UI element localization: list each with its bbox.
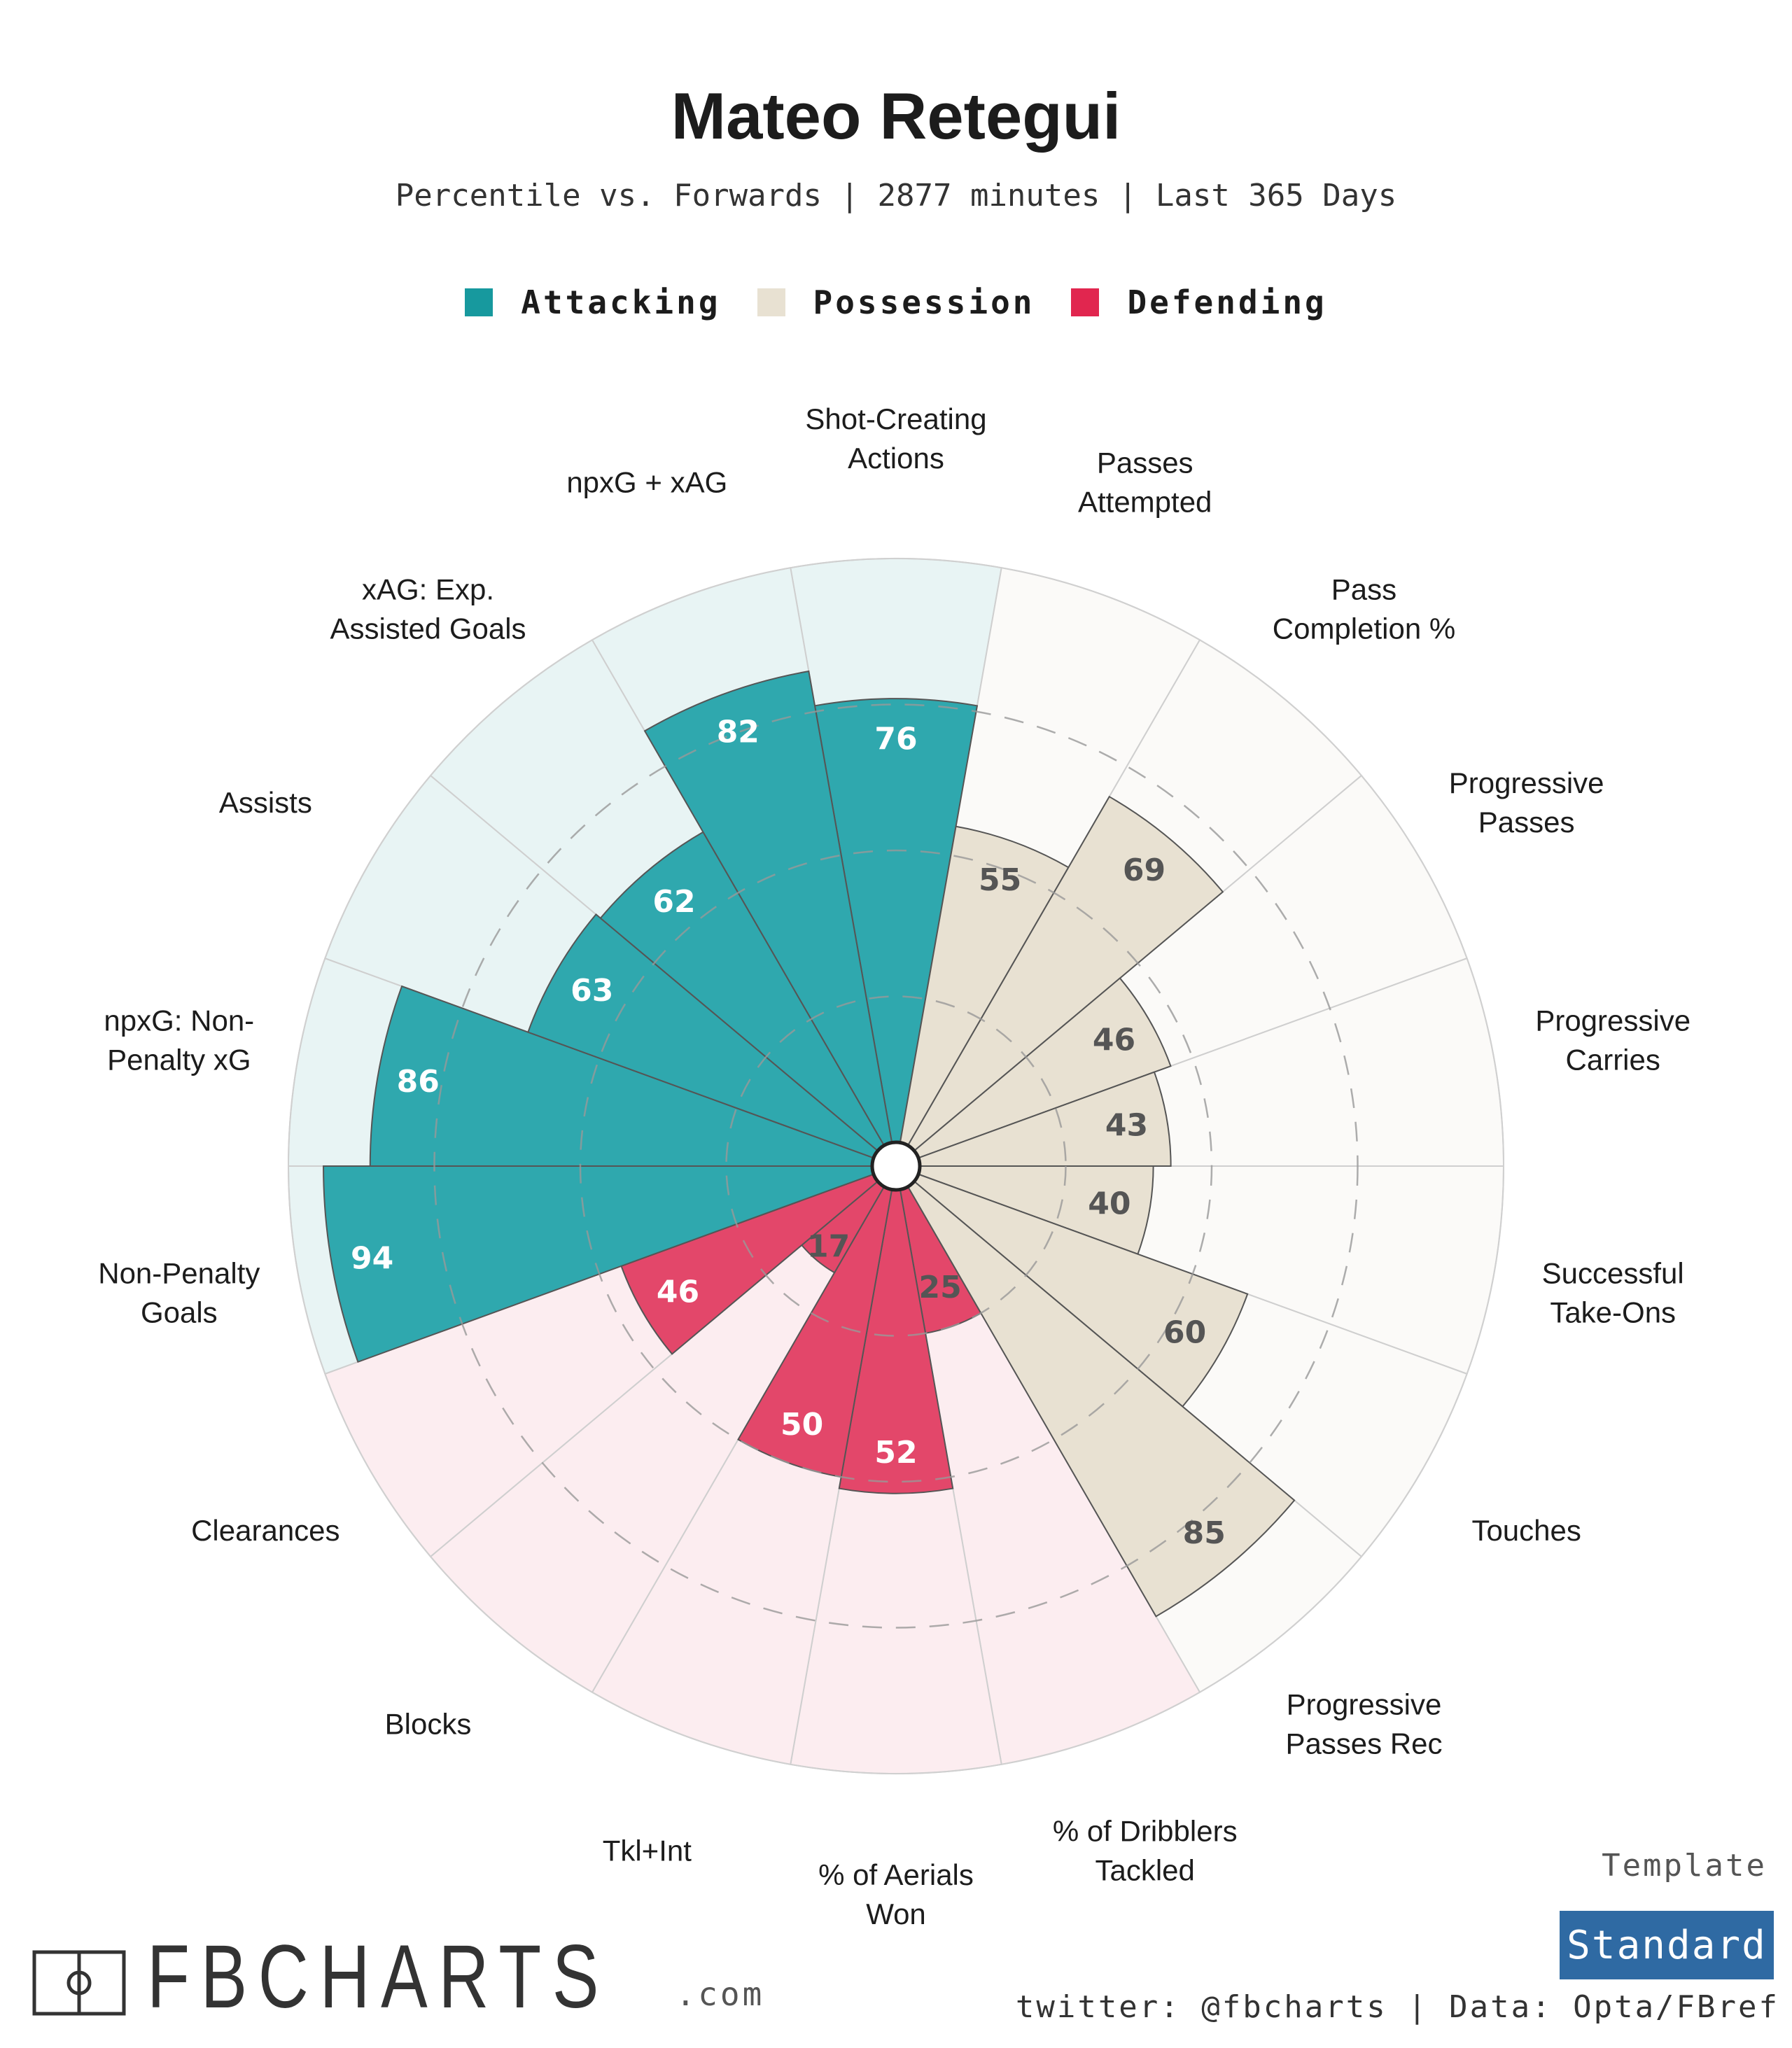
brand-name: FBCHARTS — [147, 1927, 610, 2027]
category-label: Shot-Creating Actions — [805, 402, 986, 475]
value-label: 46 — [1093, 1023, 1135, 1058]
category-label: Passes Attempted — [1078, 446, 1212, 518]
brand-logo: FBCHARTS .com — [32, 1927, 765, 2027]
legend-label-possession: Possession — [813, 283, 1035, 321]
category-label: npxG: Non-Penalty xG — [104, 1004, 254, 1076]
value-label: 63 — [570, 973, 613, 1009]
legend-label-attacking: Attacking — [521, 283, 721, 321]
bar — [323, 1165, 897, 1363]
value-label: 94 — [351, 1240, 393, 1276]
value-label: 69 — [1123, 853, 1166, 888]
value-label: 46 — [657, 1274, 699, 1310]
credits: twitter: @fbcharts | Data: Opta/FBref — [1015, 1989, 1779, 2025]
category-label: Progressive Carries — [1535, 1004, 1690, 1076]
value-label: 86 — [397, 1064, 440, 1100]
value-label: 40 — [1088, 1186, 1130, 1221]
bar — [895, 1071, 1172, 1167]
value-label: 52 — [874, 1435, 917, 1471]
category-label: % of Dribblers Tackled — [1053, 1814, 1238, 1886]
value-label: 82 — [717, 714, 760, 750]
bar — [643, 670, 897, 1167]
gridline — [433, 703, 1359, 1629]
bar — [895, 1165, 1296, 1618]
value-label: 43 — [1105, 1107, 1148, 1143]
value-label: 60 — [1163, 1315, 1206, 1351]
category-label: Successful Take-Ons — [1542, 1256, 1684, 1328]
outer-ring — [288, 558, 1504, 1774]
template-label: Template — [1602, 1848, 1767, 1884]
legend-swatch-attacking — [465, 288, 493, 316]
legend-item-possession: Possession — [757, 283, 1035, 321]
bar — [369, 985, 897, 1167]
category-label: % of Aerials Won — [818, 1858, 974, 1930]
category-label: Progressive Passes Rec — [1285, 1688, 1442, 1760]
category-label: Clearances — [191, 1514, 340, 1547]
template-badge: Standard — [1560, 1911, 1774, 1979]
center-hub — [870, 1140, 922, 1192]
value-label: 17 — [807, 1228, 850, 1264]
legend-swatch-possession — [757, 288, 785, 316]
brand-suffix: .com — [676, 1975, 765, 2013]
bar — [838, 1165, 954, 1494]
category-label: xAG: Exp. Assisted Goals — [330, 573, 526, 645]
legend-item-attacking: Attacking — [465, 283, 720, 321]
gridline — [725, 995, 1067, 1337]
category-label: Non-Penalty Goals — [98, 1256, 260, 1328]
gridline — [579, 849, 1213, 1483]
category-label: Touches — [1471, 1514, 1581, 1547]
bar — [813, 698, 979, 1167]
value-label: 76 — [874, 722, 917, 757]
chart-subtitle: Percentile vs. Forwards | 2877 minutes |… — [395, 178, 1397, 213]
category-label: Tkl+Int — [603, 1834, 692, 1867]
legend: Attacking Possession Defending — [0, 283, 1792, 321]
value-label: 25 — [918, 1270, 961, 1305]
category-label: npxG + xAG — [566, 465, 727, 498]
chart-title: Mateo Retegui — [671, 79, 1121, 153]
value-label: 50 — [780, 1407, 823, 1443]
legend-label-defending: Defending — [1127, 283, 1327, 321]
bar — [895, 795, 1224, 1167]
legend-swatch-defending — [1071, 288, 1100, 316]
bar — [527, 913, 897, 1167]
pitch-icon — [32, 1950, 126, 2016]
category-label: Progressive Passes — [1449, 766, 1604, 839]
value-label: 55 — [979, 862, 1021, 898]
category-label: Blocks — [385, 1707, 472, 1740]
category-label: Assists — [219, 786, 312, 819]
value-label: 62 — [652, 884, 695, 920]
bar — [895, 977, 1172, 1167]
value-label: 85 — [1183, 1515, 1226, 1551]
category-label: Pass Completion % — [1273, 573, 1455, 645]
legend-item-defending: Defending — [1071, 283, 1326, 321]
